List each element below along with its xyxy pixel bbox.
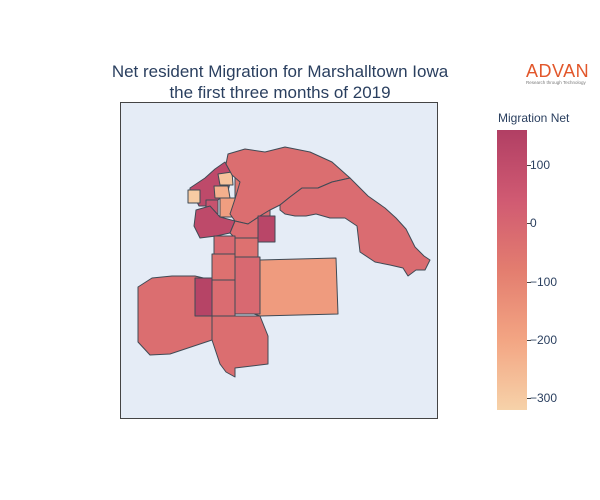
region-south-center-2[interactable] [211,279,236,317]
region-north-light-2[interactable] [213,185,231,199]
region-south-strip[interactable] [234,256,261,315]
region-south-dark[interactable] [194,277,213,317]
colorbar-tick-label: 0 [530,216,537,231]
choropleth-map[interactable] [120,102,438,419]
region-north-light-1[interactable] [217,171,234,186]
logo-tagline: Research through Technology [526,80,586,85]
advan-logo: ADVAN Research through Technology [526,62,596,86]
colorbar-tick-label: −300 [530,391,558,406]
region-east-large[interactable] [247,257,339,317]
region-center-block-3[interactable] [234,237,259,258]
colorbar-tickmark [527,340,531,341]
colorbar-tickmark [527,165,531,166]
region-center-block-2[interactable] [213,235,236,255]
chart-title-line-1: Net resident Migration for Marshalltown … [111,62,449,81]
region-east-arm[interactable] [279,177,431,277]
colorbar-tickmark [527,281,531,283]
colorbar-tickmark [527,223,531,225]
region-northwest-small-light[interactable] [187,189,201,204]
chart-title-line-2: the first three months of 2019 [169,83,391,102]
colorbar [497,130,527,410]
logo-name: ADVAN [526,61,590,81]
region-south-center-3[interactable] [211,315,269,378]
colorbar-title: Migration Net [498,111,570,125]
region-south-center[interactable] [211,253,236,281]
colorbar-tick-label: −200 [530,333,558,347]
colorbar-tick-label: 100 [530,158,551,172]
colorbar-tick-label: −100 [530,274,558,289]
region-dark-east-small[interactable] [257,215,276,243]
colorbar-tickmark [527,398,531,400]
